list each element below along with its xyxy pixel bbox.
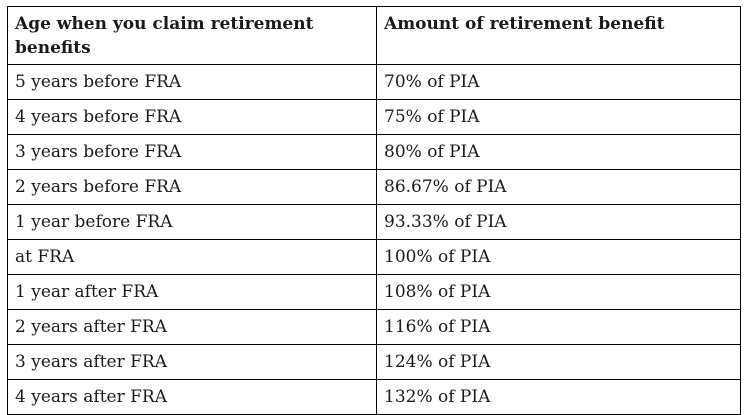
table-row: 1 year after FRA 108% of PIA (7, 274, 741, 310)
table-row: at FRA 100% of PIA (7, 239, 741, 275)
benefit-cell: 124% of PIA (376, 344, 741, 380)
benefit-cell: 70% of PIA (376, 64, 741, 100)
retirement-benefit-table: Age when you claim retirement benefits A… (7, 6, 741, 415)
table-row: 4 years after FRA 132% of PIA (7, 379, 741, 415)
table-row: 1 year before FRA 93.33% of PIA (7, 204, 741, 240)
benefit-cell: 108% of PIA (376, 274, 741, 310)
age-cell: 4 years before FRA (7, 99, 377, 135)
age-cell: at FRA (7, 239, 377, 275)
age-cell: 1 year after FRA (7, 274, 377, 310)
age-cell: 2 years after FRA (7, 309, 377, 345)
benefit-cell: 93.33% of PIA (376, 204, 741, 240)
table-row: 2 years after FRA 116% of PIA (7, 309, 741, 345)
benefit-table-container: Age when you claim retirement benefits A… (7, 6, 741, 415)
benefit-cell: 100% of PIA (376, 239, 741, 275)
column-header-age: Age when you claim retirement benefits (7, 6, 377, 65)
table-row: 3 years before FRA 80% of PIA (7, 134, 741, 170)
age-cell: 1 year before FRA (7, 204, 377, 240)
benefit-cell: 80% of PIA (376, 134, 741, 170)
column-header-benefit: Amount of retirement benefit (376, 6, 741, 65)
table-row: 4 years before FRA 75% of PIA (7, 99, 741, 135)
age-cell: 4 years after FRA (7, 379, 377, 415)
benefit-cell: 116% of PIA (376, 309, 741, 345)
benefit-cell: 132% of PIA (376, 379, 741, 415)
table-row: 5 years before FRA 70% of PIA (7, 64, 741, 100)
age-cell: 2 years before FRA (7, 169, 377, 205)
age-cell: 3 years after FRA (7, 344, 377, 380)
table-row: 3 years after FRA 124% of PIA (7, 344, 741, 380)
benefit-cell: 75% of PIA (376, 99, 741, 135)
table-row: 2 years before FRA 86.67% of PIA (7, 169, 741, 205)
table-header-row: Age when you claim retirement benefits A… (7, 6, 741, 65)
age-cell: 5 years before FRA (7, 64, 377, 100)
age-cell: 3 years before FRA (7, 134, 377, 170)
benefit-cell: 86.67% of PIA (376, 169, 741, 205)
